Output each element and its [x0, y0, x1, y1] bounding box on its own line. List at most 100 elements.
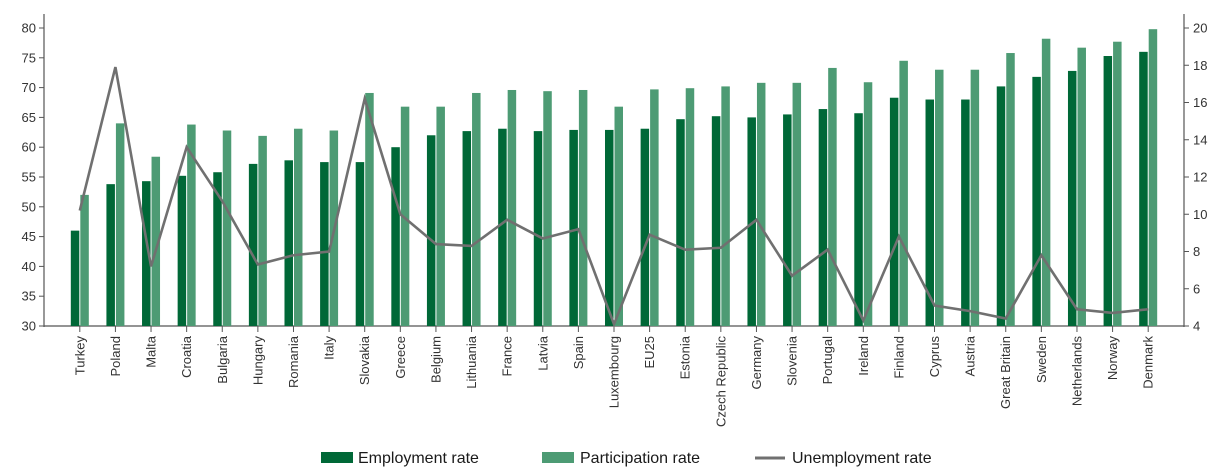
left-tick-label: 30 — [22, 319, 36, 334]
category-label: Cyprus — [927, 336, 942, 378]
category-label: Austria — [963, 335, 978, 376]
category-label: Great Britain — [998, 336, 1013, 409]
participation-bar — [970, 69, 980, 326]
left-tick-label: 55 — [22, 170, 36, 185]
employment-bar — [533, 131, 543, 326]
employment-bar — [783, 114, 792, 326]
employment-bar — [1032, 76, 1041, 326]
category-label: Czech Republic — [713, 336, 728, 428]
participation-bar — [365, 92, 374, 327]
category-label: Lithuania — [464, 335, 479, 389]
legend-label-employment: Employment rate — [358, 450, 479, 467]
participation-bar — [543, 91, 552, 327]
employment-bar — [889, 97, 899, 327]
right-tick-label: 20 — [1193, 21, 1207, 36]
employment-bar — [106, 184, 115, 326]
category-label: Romania — [286, 335, 301, 388]
employment-bar — [248, 163, 258, 326]
participation-bar — [1113, 41, 1122, 326]
right-tick-label: 8 — [1193, 244, 1200, 259]
participation-bar — [400, 106, 410, 326]
legend-label-unemployment: Unemployment rate — [792, 450, 932, 467]
participation-bar — [472, 92, 481, 327]
employment-bar — [640, 128, 650, 326]
category-label: Turkey — [72, 336, 87, 376]
employment-bar — [213, 172, 222, 326]
participation-bar — [863, 82, 873, 327]
axes-group — [39, 14, 1189, 332]
employment-bar — [961, 99, 970, 327]
legend-label-participation: Participation rate — [580, 450, 700, 467]
participation-bar — [721, 86, 730, 327]
participation-bar — [828, 67, 837, 326]
participation-bar — [1006, 53, 1015, 326]
right-tick-label: 10 — [1193, 207, 1207, 222]
category-label: EU25 — [642, 336, 657, 369]
right-tick-label: 4 — [1193, 319, 1200, 334]
employment-bar — [70, 230, 80, 326]
employment-bar — [284, 160, 293, 326]
participation-bar — [151, 156, 161, 326]
left-tick-label: 45 — [22, 229, 36, 244]
category-label: Croatia — [179, 335, 194, 378]
category-label: Latvia — [535, 335, 550, 370]
employment-bar — [854, 113, 863, 326]
left-tick-label: 80 — [22, 21, 36, 36]
employment-bar — [818, 109, 828, 326]
participation-bar — [115, 123, 125, 326]
category-label: Italy — [322, 336, 337, 360]
employment-bar — [996, 86, 1006, 327]
legend-swatch-employment — [321, 452, 353, 463]
employment-bar — [925, 99, 935, 327]
right-tick-label: 12 — [1193, 170, 1207, 185]
participation-bar — [1041, 38, 1051, 327]
employment-bar — [177, 175, 187, 326]
participation-bar — [792, 82, 802, 326]
right-tick-label: 6 — [1193, 281, 1200, 296]
left-tick-label: 65 — [22, 110, 36, 125]
employment-bar — [1139, 51, 1148, 327]
left-tick-label: 50 — [22, 199, 36, 214]
participation-bar — [578, 89, 588, 326]
participation-bar — [187, 124, 196, 326]
participation-bar — [614, 106, 623, 326]
participation-bar — [507, 89, 517, 326]
category-label: Spain — [571, 336, 586, 369]
labels-group: 30 35 40 45 50 55 60 65 70 75 80 4 6 8 10 12 14 16 18 20 Tur… — [22, 21, 1208, 428]
participation-bar — [1077, 47, 1086, 326]
employment-bar — [1067, 70, 1077, 326]
category-label: Belgium — [428, 336, 443, 383]
category-label: Greece — [393, 336, 408, 379]
participation-bar — [436, 106, 445, 326]
left-tick-label: 60 — [22, 140, 36, 155]
category-label: Portugal — [820, 336, 835, 385]
category-label: Estonia — [678, 335, 693, 379]
participation-bar — [650, 89, 659, 326]
employment-bar — [426, 135, 436, 326]
participation-bar — [222, 130, 232, 326]
employment-bar — [355, 162, 365, 326]
category-label: Luxembourg — [607, 336, 622, 408]
category-label: Bulgaria — [215, 335, 230, 383]
employment-bar — [391, 147, 400, 326]
participation-bar — [899, 60, 908, 326]
participation-bar — [1148, 29, 1158, 327]
category-label: Poland — [108, 336, 123, 376]
category-label: Hungary — [250, 336, 265, 386]
right-tick-label: 14 — [1193, 132, 1207, 147]
left-tick-label: 70 — [22, 80, 36, 95]
employment-bar — [1103, 56, 1113, 327]
participation-bar — [258, 135, 267, 326]
participation-bar — [756, 82, 766, 326]
employment-bar — [569, 129, 578, 326]
unemployment-line — [78, 66, 1149, 328]
category-label: Slovenia — [785, 335, 800, 386]
category-label: Germany — [749, 336, 764, 390]
employment-bar — [462, 131, 472, 326]
employment-bar — [711, 116, 721, 326]
employment-bar — [320, 162, 329, 326]
line-group — [78, 66, 1149, 328]
category-label: Sweden — [1034, 336, 1049, 383]
